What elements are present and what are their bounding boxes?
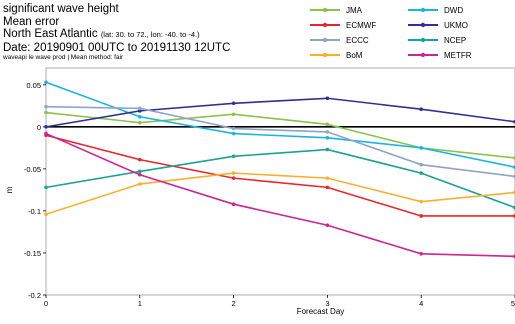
data-point-ecmwf: [231, 176, 236, 180]
data-point-ncep: [419, 171, 424, 175]
data-point-metfr: [419, 252, 424, 256]
chart-title: significant wave height: [3, 3, 119, 15]
x-axis-label: Forecast Day: [297, 307, 345, 316]
data-point-ncep: [138, 169, 142, 174]
series-line-jma: [45, 111, 515, 159]
region-name: North East Atlantic: [3, 28, 98, 40]
data-point-ukmo: [138, 109, 142, 113]
data-point-ecmwf: [419, 214, 424, 218]
data-point-bom: [231, 171, 236, 175]
legend-label-dwd: DWD: [444, 6, 463, 15]
data-point-metfr: [138, 172, 142, 177]
data-point-eccc: [231, 126, 236, 131]
x-tick-label: 3: [325, 299, 329, 308]
legend-marker-bom: [322, 52, 328, 58]
data-point-ncep: [325, 147, 330, 152]
x-tick-label: 0: [44, 299, 48, 308]
data-point-ukmo: [231, 101, 236, 106]
data-point-ncep: [231, 154, 236, 159]
data-point-eccc: [138, 106, 142, 111]
chart-subtitle-method: waveapi le wave prod | Mean method: fair: [3, 54, 124, 61]
data-point-ukmo: [44, 125, 48, 129]
data-point-eccc: [44, 104, 48, 109]
data-point-bom: [325, 176, 330, 180]
data-point-bom: [44, 212, 48, 217]
data-point-metfr: [325, 223, 330, 228]
series-line-bom: [45, 172, 515, 216]
legend-label-ukmo: UKMO: [444, 21, 468, 30]
legend-marker-ncep: [420, 37, 426, 43]
data-point-ecmwf: [325, 185, 330, 190]
data-point-ukmo: [325, 96, 330, 101]
y-tick-label: -0.15: [24, 249, 41, 258]
y-tick-label: -0.05: [24, 165, 41, 174]
plot-frame: [45, 67, 515, 296]
series-line-ncep: [45, 148, 515, 209]
legend-label-eccc: ECCC: [346, 36, 369, 45]
chart-title-block: significant wave height Mean error North…: [3, 3, 230, 62]
y-tick-label: 0: [37, 123, 41, 132]
legend-label-ncep: NCEP: [444, 36, 466, 45]
legend-marker-ukmo: [420, 22, 426, 28]
legend-marker-ecmwf: [322, 22, 328, 28]
legend-label-metfr: METFR: [444, 51, 472, 60]
data-point-jma: [44, 110, 48, 115]
legend-marker-dwd: [420, 7, 426, 13]
legend-label-ecmwf: ECMWF: [346, 21, 376, 30]
data-point-ukmo: [419, 107, 424, 111]
series-line-eccc: [45, 105, 515, 178]
y-tick-label: -0.1: [28, 207, 41, 216]
legend-marker-jma: [322, 7, 328, 13]
data-point-dwd: [44, 80, 48, 85]
data-point-jma: [231, 112, 236, 117]
data-point-dwd: [325, 135, 330, 140]
x-tick-label: 4: [419, 299, 423, 308]
series-line-ecmwf: [45, 134, 515, 217]
data-point-metfr: [44, 131, 48, 136]
data-point-bom: [138, 182, 142, 186]
data-point-eccc: [419, 162, 424, 167]
legend-marker-eccc: [322, 37, 328, 43]
series-line-ukmo: [45, 97, 515, 128]
data-point-jma: [325, 122, 330, 127]
region-bounds: (lat: 30. to 72., lon: -40. to -4.): [100, 30, 200, 39]
y-axis-label: m: [5, 186, 14, 193]
legend-label-jma: JMA: [346, 6, 363, 15]
data-point-ncep: [44, 185, 48, 190]
x-tick-label: 5: [511, 299, 515, 308]
data-point-eccc: [325, 130, 330, 134]
legend-label-bom: BoM: [346, 51, 363, 60]
series-line-dwd: [45, 81, 515, 168]
y-tick-label: -0.2: [28, 291, 41, 300]
data-point-dwd: [419, 146, 424, 150]
y-tick-label: 0.05: [26, 81, 41, 90]
data-point-dwd: [231, 131, 236, 136]
chart-subtitle-metric: Mean error: [3, 15, 60, 28]
series-line-metfr: [45, 132, 515, 258]
x-tick-label: 2: [232, 299, 236, 308]
chart-subtitle-date: Date: 20190901 00UTC to 20191130 12UTC: [3, 41, 231, 54]
chart-subtitle-region: North East Atlantic (lat: 30. to 72., lo…: [3, 28, 230, 42]
data-point-jma: [138, 120, 142, 125]
legend-marker-metfr: [420, 52, 426, 58]
data-point-bom: [419, 199, 424, 204]
data-point-metfr: [231, 202, 236, 206]
data-point-ecmwf: [138, 157, 142, 162]
data-point-dwd: [138, 114, 142, 119]
x-tick-label: 1: [138, 299, 142, 308]
